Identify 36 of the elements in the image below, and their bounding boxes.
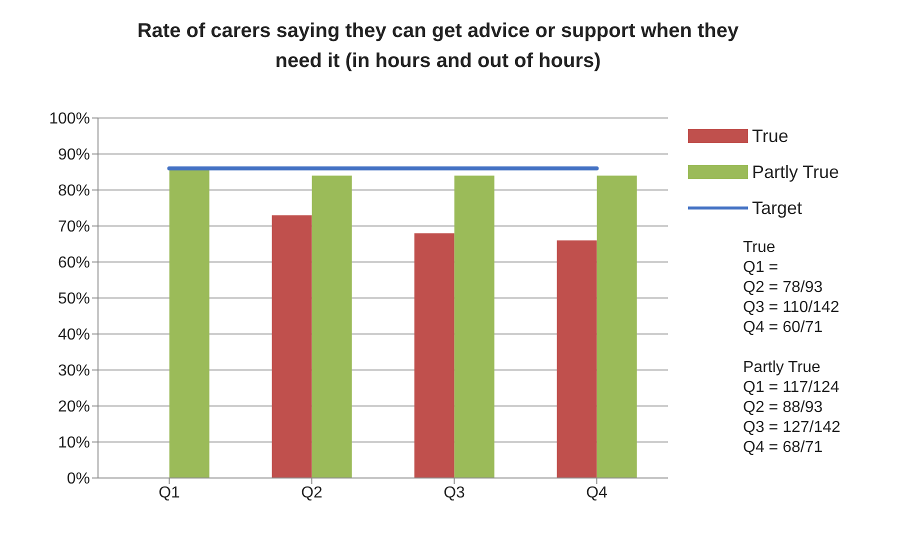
y-tick-label: 100% bbox=[49, 110, 90, 128]
y-tick-label: 30% bbox=[58, 362, 90, 380]
y-tick-label: 80% bbox=[58, 182, 90, 200]
bar bbox=[596, 176, 637, 478]
y-tick-label: 20% bbox=[58, 398, 90, 416]
x-tick-label: Q3 bbox=[444, 484, 466, 502]
text: Q4 = 60/71 bbox=[743, 318, 824, 338]
bar bbox=[169, 168, 210, 478]
y-tick-label: 40% bbox=[58, 326, 90, 344]
text: Q3 = 110/142 bbox=[743, 298, 840, 318]
text: Partly True bbox=[743, 358, 822, 378]
legend-label: True bbox=[752, 125, 788, 148]
chart-title: Rate of carers saying they can get advice or support when they need it (in hours and out of hours) bbox=[136, 19, 740, 74]
legend-label: Target bbox=[752, 197, 802, 220]
y-tick-label: 0% bbox=[66, 470, 90, 488]
bar bbox=[556, 240, 597, 478]
y-tick-label: 50% bbox=[58, 290, 90, 308]
x-tick-label: Q1 bbox=[158, 484, 180, 502]
x-tick-label: Q2 bbox=[301, 484, 323, 502]
bar bbox=[272, 215, 312, 478]
text: Q2 = 78/93 bbox=[743, 278, 824, 298]
x-tick-label: Q4 bbox=[586, 484, 608, 502]
bar bbox=[414, 233, 454, 478]
legend-label: Partly True bbox=[752, 161, 840, 184]
y-tick-label: 90% bbox=[58, 146, 90, 164]
y-tick-label: 10% bbox=[58, 434, 90, 452]
y-tick-label: 60% bbox=[58, 254, 90, 272]
text: Q3 = 127/142 bbox=[743, 418, 840, 438]
text: Q2 = 88/93 bbox=[743, 398, 824, 418]
bar bbox=[312, 176, 352, 478]
text: Q4 = 68/71 bbox=[743, 438, 824, 458]
text: Q1 = bbox=[743, 258, 780, 278]
y-tick-label: 70% bbox=[58, 218, 90, 236]
text: True bbox=[743, 238, 776, 258]
text: Q1 = 117/124 bbox=[743, 378, 840, 398]
bar bbox=[454, 176, 494, 478]
